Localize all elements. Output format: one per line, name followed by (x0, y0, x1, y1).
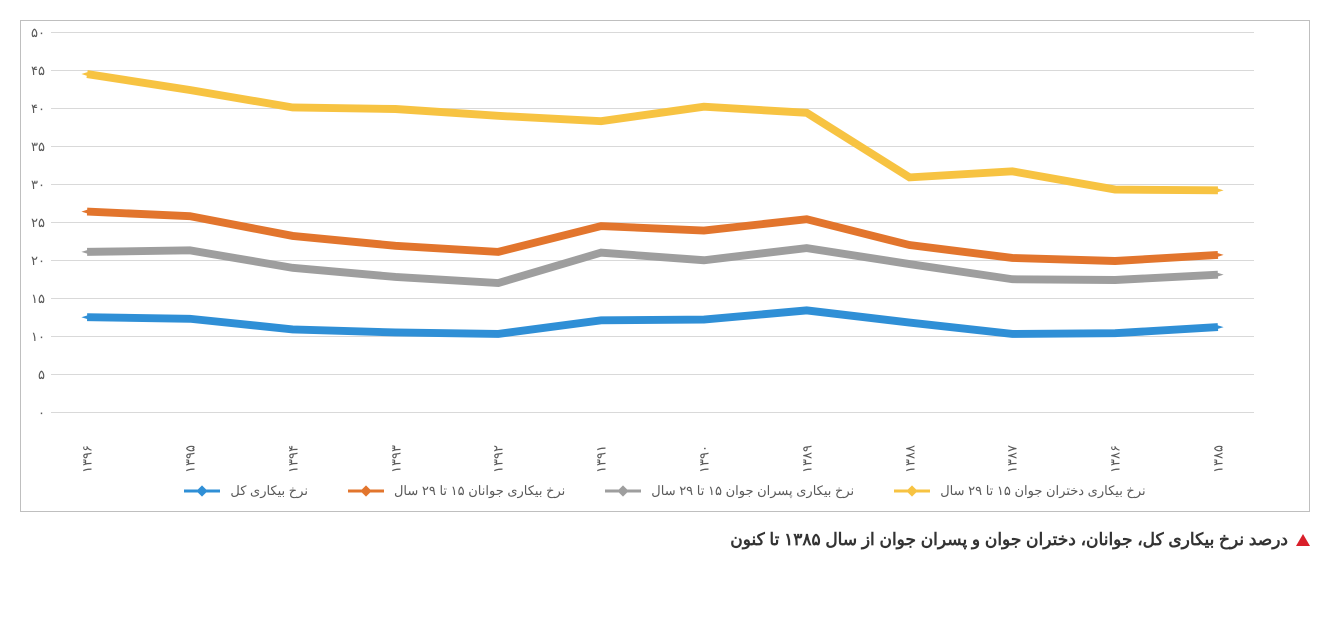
x-tick-label: ۱۳۹۱ (594, 445, 609, 473)
y-tick-label: ۲۰ (31, 253, 51, 269)
x-tick-label: ۱۳۸۹ (799, 445, 814, 473)
x-axis-labels: ۱۳۸۵ ۱۳۸۶ ۱۳۸۷ ۱۳۸۸ ۱۳۸۹ ۱۳۹۰ ۱۳۹۱ ۱۳۹۲ ۱۳۹۳ ۱۳۹۴… (51, 418, 1254, 473)
x-tick-label: ۱۳۸۵ (1210, 445, 1225, 473)
legend-label: نرخ بیکاری جوانان ۱۵ تا ۲۹ سال (394, 483, 565, 499)
chart-svg (51, 33, 1254, 413)
series-line-total (87, 310, 1218, 334)
legend-label: نرخ بیکاری دختران جوان ۱۵ تا ۲۹ سال (940, 483, 1145, 499)
legend-label: نرخ بیکاری کل (230, 483, 308, 499)
chart-container: ۰۵۱۰۱۵۲۰۲۵۳۰۳۵۴۰۴۵۵۰ ۱۳۸۵۱۳۸۶۱۳۸۷۱۳۸۸۱۳۸… (20, 20, 1310, 512)
y-tick-label: ۳۰ (31, 177, 51, 193)
x-tick-label: ۱۳۹۳ (388, 445, 403, 473)
y-tick-label: ۰ (38, 405, 51, 421)
x-tick-label: ۱۳۸۸ (902, 445, 917, 473)
legend-swatch (894, 486, 930, 496)
caption-triangle-icon (1296, 534, 1310, 546)
series-line-female (87, 74, 1218, 190)
legend-label: نرخ بیکاری پسران جوان ۱۵ تا ۲۹ سال (651, 483, 854, 499)
x-tick-label: ۱۳۸۷ (1005, 445, 1020, 473)
y-tick-label: ۲۵ (31, 215, 51, 231)
legend: نرخ بیکاری کل نرخ بیکاری جوانان ۱۵ تا ۲۹ … (41, 483, 1289, 499)
series-line-male (87, 248, 1218, 283)
y-tick-label: ۴۰ (31, 101, 51, 117)
y-tick-label: ۱۰ (31, 329, 51, 345)
caption-row: درصد نرخ بیکاری کل، جوانان، دختران جوان … (20, 530, 1310, 550)
x-tick-label: ۱۳۸۶ (1108, 445, 1123, 473)
legend-swatch (184, 486, 220, 496)
legend-item-male: نرخ بیکاری پسران جوان ۱۵ تا ۲۹ سال (605, 483, 854, 499)
legend-swatch (348, 486, 384, 496)
x-tick-label: ۱۳۹۲ (491, 445, 506, 473)
legend-item-female: نرخ بیکاری دختران جوان ۱۵ تا ۲۹ سال (894, 483, 1145, 499)
x-tick-label: ۱۳۹۰ (696, 445, 711, 473)
x-tick-label: ۱۳۹۴ (285, 445, 300, 473)
legend-swatch (605, 486, 641, 496)
legend-item-youth: نرخ بیکاری جوانان ۱۵ تا ۲۹ سال (348, 483, 565, 499)
plot-area: ۰۵۱۰۱۵۲۰۲۵۳۰۳۵۴۰۴۵۵۰ ۱۳۸۵۱۳۸۶۱۳۸۷۱۳۸۸۱۳۸… (51, 33, 1254, 473)
y-tick-label: ۵۰ (31, 25, 51, 41)
y-tick-label: ۵ (38, 367, 51, 383)
y-tick-label: ۱۵ (31, 291, 51, 307)
y-tick-label: ۳۵ (31, 139, 51, 155)
legend-item-total: نرخ بیکاری کل (184, 483, 308, 499)
y-tick-label: ۴۵ (31, 63, 51, 79)
chart-caption: درصد نرخ بیکاری کل، جوانان، دختران جوان … (730, 530, 1288, 550)
x-tick-label: ۱۳۹۵ (182, 445, 197, 473)
x-tick-label: ۱۳۹۶ (80, 445, 95, 473)
